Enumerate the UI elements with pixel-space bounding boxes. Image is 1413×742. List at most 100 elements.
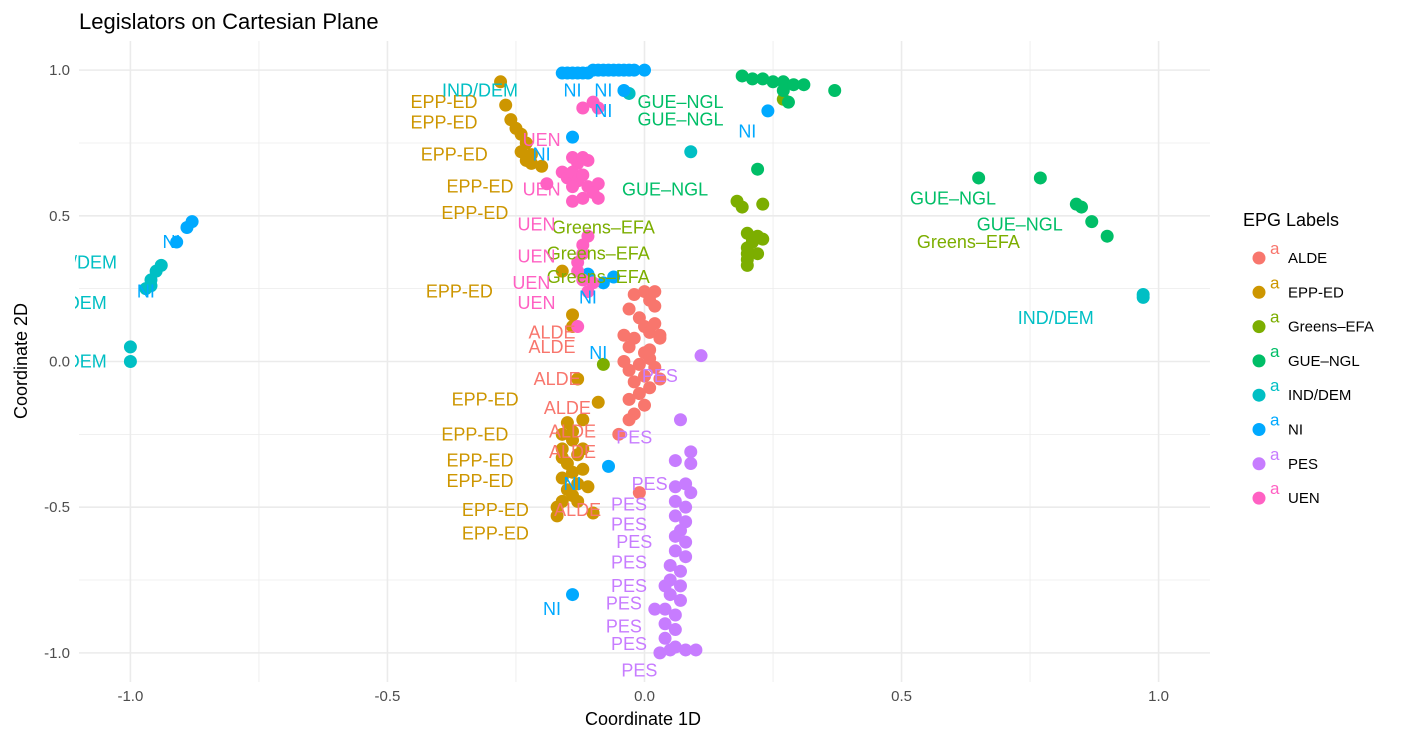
legend-key-point xyxy=(1252,320,1266,334)
point-ni xyxy=(170,235,184,249)
point-pes xyxy=(648,602,662,616)
point-label-epp-ed: EPP-ED xyxy=(441,203,508,223)
legend-key-glyph: a xyxy=(1270,308,1280,327)
legend-label: Greens–EFA xyxy=(1288,319,1374,336)
point-label-ni: NI xyxy=(579,287,597,307)
point-uen xyxy=(576,191,590,205)
legend: EPG Labels a ALDE a EPP-ED a Greens–EFA a GUE–N… xyxy=(1243,210,1374,507)
point-pes xyxy=(673,564,687,578)
legend-key-glyph: a xyxy=(1270,376,1280,395)
point-label-gue-ngl: GUE–NGL xyxy=(637,110,723,130)
point-epp-ed xyxy=(576,413,590,427)
point-ni xyxy=(596,276,610,290)
point-label-pes: PES xyxy=(621,660,657,680)
point-label-alde: ALDE xyxy=(534,369,581,389)
point-epp-ed xyxy=(571,494,585,508)
legend-key-point xyxy=(1252,388,1266,402)
point-pes xyxy=(668,454,682,468)
x-tick-label: 0.5 xyxy=(891,688,912,705)
point-epp-ed xyxy=(571,477,585,491)
point-alde xyxy=(643,343,657,357)
legend-label: ALDE xyxy=(1288,250,1327,267)
point-ind-dem xyxy=(1136,290,1150,304)
point-ni xyxy=(761,104,775,118)
point-pes xyxy=(673,413,687,427)
point-uen xyxy=(571,320,585,334)
point-alde xyxy=(632,357,646,371)
y-tick-label: 0.5 xyxy=(49,208,70,225)
legend-key-glyph: a xyxy=(1270,445,1280,464)
point-greens-efa xyxy=(735,200,749,214)
point-label-epp-ed: EPP-ED xyxy=(426,282,493,302)
point-pes xyxy=(668,529,682,543)
point-epp-ed xyxy=(499,98,513,112)
point-label-pes: PES xyxy=(606,593,642,613)
point-label-ni: NI xyxy=(564,81,582,101)
point-pes xyxy=(663,558,677,572)
x-tick-label: 1.0 xyxy=(1148,688,1169,705)
point-label-ind-dem: IND/DEM xyxy=(41,252,117,272)
point-alde xyxy=(627,375,641,389)
legend-key-point xyxy=(1252,491,1266,505)
point-label-pes: PES xyxy=(611,576,647,596)
point-label-gue-ngl: GUE–NGL xyxy=(910,188,996,208)
legend-title: EPG Labels xyxy=(1243,210,1339,230)
x-axis-title: Coordinate 1D xyxy=(585,709,701,729)
point-alde xyxy=(648,360,662,374)
point-ni xyxy=(607,270,621,284)
point-label-pes: PES xyxy=(616,532,652,552)
point-label-uen: UEN xyxy=(518,293,556,313)
point-ni xyxy=(566,588,580,602)
point-label-ind-dem: IND/DEM xyxy=(1018,308,1094,328)
point-pes xyxy=(673,579,687,593)
point-greens-efa xyxy=(756,197,770,211)
point-label-ni: NI xyxy=(594,101,612,121)
legend-items: aALDEaEPP-EDaGreens–EFAaGUE–NGLaIND/DEMa… xyxy=(1252,239,1374,507)
point-gue-ngl xyxy=(745,72,759,86)
point-epp-ed xyxy=(494,75,508,89)
point-label-epp-ed: EPP-ED xyxy=(446,471,513,491)
legend-item-ind-dem: a IND/DEM xyxy=(1252,376,1351,404)
point-label-epp-ed: EPP-ED xyxy=(446,451,513,471)
legend-item-pes: a PES xyxy=(1252,445,1318,473)
y-axis-ticks: -1.0 -0.5 0.0 0.5 1.0 xyxy=(44,62,70,662)
point-epp-ed xyxy=(550,509,564,523)
point-gue-ngl xyxy=(776,84,790,98)
point-alde xyxy=(622,302,636,316)
point-greens-efa xyxy=(751,247,765,261)
x-tick-label: 0.0 xyxy=(634,688,655,705)
data-points xyxy=(123,63,1150,660)
point-label-pes: PES xyxy=(611,515,647,535)
point-label-epp-ed: EPP-ED xyxy=(446,177,513,197)
point-alde xyxy=(638,369,651,383)
legend-key-glyph: a xyxy=(1270,411,1280,430)
point-epp-ed xyxy=(555,471,569,485)
point-alde xyxy=(627,287,641,301)
y-tick-label: 0.0 xyxy=(49,354,70,371)
legend-label: EPP-ED xyxy=(1288,284,1344,301)
point-gue-ngl xyxy=(735,69,749,83)
point-label-gue-ngl: GUE–NGL xyxy=(622,180,708,200)
point-label-ni: NI xyxy=(589,343,607,363)
point-label-pes: PES xyxy=(642,366,678,386)
point-epp-ed xyxy=(555,264,569,278)
point-label-uen: UEN xyxy=(518,215,556,235)
point-label-uen: UEN xyxy=(523,180,561,200)
point-label-epp-ed: EPP-ED xyxy=(410,92,477,112)
point-epp-ed xyxy=(555,451,569,465)
point-label-pes: PES xyxy=(611,494,647,514)
point-pes xyxy=(668,544,682,558)
point-label-pes: PES xyxy=(611,553,647,573)
point-label-uen: UEN xyxy=(512,273,550,293)
point-label-ind-dem: IND/DEM xyxy=(31,352,107,372)
point-alde xyxy=(653,328,667,342)
point-label-epp-ed: EPP-ED xyxy=(462,523,529,543)
point-alde xyxy=(622,340,636,354)
point-label-pes: PES xyxy=(616,427,652,447)
point-label-greens-efa: Greens–EFA xyxy=(547,244,650,264)
point-uen xyxy=(591,191,605,205)
data-labels: ALDEALDEALDEALDEALDEALDEALDEEPP-EDEPP-ED… xyxy=(31,81,1094,681)
legend-key-point xyxy=(1252,354,1266,368)
point-uen xyxy=(591,101,605,115)
